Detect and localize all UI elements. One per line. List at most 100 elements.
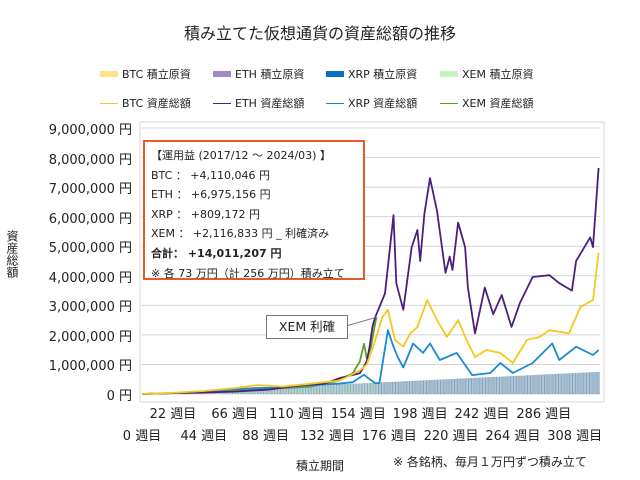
- legend-swatch: [440, 71, 458, 77]
- area-bar: [345, 384, 347, 394]
- area-bar: [272, 387, 274, 394]
- area-bar: [451, 378, 453, 394]
- y-tick-label: 7,000,000 円: [48, 182, 132, 198]
- area-bar: [476, 377, 478, 394]
- area-bar: [255, 388, 257, 394]
- area-bar: [421, 380, 423, 394]
- area-bar: [439, 379, 442, 394]
- area-bar: [320, 385, 322, 394]
- area-bar: [340, 384, 342, 394]
- area-bar: [274, 387, 276, 394]
- area-bar: [378, 382, 380, 394]
- area-bar: [293, 386, 295, 394]
- area-bar: [255, 388, 257, 394]
- area-bar: [535, 374, 537, 394]
- y-tick-label: 5,000,000 円: [48, 241, 132, 257]
- area-bar: [303, 386, 305, 394]
- area-bar: [365, 383, 367, 394]
- area-bar: [335, 384, 338, 394]
- area-bar: [333, 384, 335, 394]
- area-bar: [310, 385, 312, 394]
- area-bar: [330, 384, 332, 394]
- area-bar: [417, 380, 419, 394]
- area-bar: [548, 374, 550, 394]
- area-bar: [505, 376, 508, 394]
- area-bar: [317, 385, 319, 394]
- area-bar: [430, 380, 432, 394]
- legend-line: [326, 102, 344, 104]
- area-bar: [386, 382, 388, 394]
- area-bar: [338, 384, 340, 394]
- area-bar: [557, 373, 560, 394]
- area-bar: [555, 373, 557, 394]
- area-bar: [340, 384, 342, 394]
- area-bar: [355, 383, 357, 394]
- area-bar: [444, 379, 446, 394]
- area-bar: [483, 377, 485, 394]
- info-heading: 【運用益 (2017/12 ～ 2024/03) 】: [151, 149, 331, 162]
- area-bar: [285, 387, 287, 394]
- area-bar: [571, 373, 574, 394]
- x-tick-label: 264 週目: [485, 429, 541, 444]
- area-bar: [285, 387, 287, 394]
- area-bar: [496, 376, 498, 394]
- area-bar: [577, 372, 579, 394]
- area-bar: [383, 382, 385, 394]
- area-bar: [352, 383, 354, 394]
- area-bar: [472, 377, 474, 394]
- area-bar: [255, 388, 257, 394]
- area-bar: [331, 384, 333, 394]
- area-bar: [356, 383, 359, 394]
- area-bar: [477, 377, 479, 394]
- area-bar: [408, 381, 411, 394]
- area-bar: [328, 384, 331, 394]
- area-bar: [503, 376, 505, 394]
- area-bar: [292, 386, 294, 394]
- area-bar: [486, 377, 488, 394]
- area-bar: [553, 374, 555, 394]
- area-bar: [290, 386, 293, 394]
- area-bar: [274, 387, 276, 394]
- area-bar: [396, 381, 398, 394]
- area-bar: [292, 386, 294, 394]
- area-bar: [309, 385, 311, 394]
- area-bar: [533, 374, 536, 394]
- area-bar: [466, 378, 468, 394]
- area-bar: [401, 381, 404, 394]
- area-bar: [288, 386, 290, 394]
- area-bar: [337, 384, 339, 394]
- area-bar: [264, 388, 266, 394]
- area-bar: [452, 378, 454, 394]
- area-bar: [406, 381, 408, 394]
- area-bar: [484, 377, 486, 394]
- area-bar: [380, 382, 383, 394]
- area-bar: [420, 380, 422, 394]
- area-bar: [512, 375, 515, 394]
- area-bar: [517, 375, 519, 394]
- area-bar: [557, 373, 560, 394]
- area-bar: [380, 382, 383, 394]
- area-bar: [274, 387, 276, 394]
- area-bar: [306, 386, 308, 394]
- area-bar: [411, 380, 413, 394]
- area-bar: [324, 385, 326, 394]
- area-bar: [481, 377, 484, 394]
- area-bar: [549, 374, 551, 394]
- area-bar: [317, 385, 319, 394]
- area-bar: [422, 380, 425, 394]
- area-bar: [484, 377, 486, 394]
- x-tick-label: 308 週目: [547, 429, 603, 444]
- area-bar: [341, 384, 343, 394]
- area-bar: [448, 379, 450, 394]
- area-bar: [258, 388, 260, 394]
- area-bar: [493, 376, 495, 394]
- area-bar: [585, 372, 588, 394]
- area-bar: [445, 379, 447, 394]
- area-bar: [522, 375, 524, 394]
- area-bar: [546, 374, 548, 394]
- area-bar: [557, 373, 560, 394]
- area-bar: [525, 375, 527, 394]
- area-bar: [487, 377, 489, 394]
- area-bar: [296, 386, 298, 394]
- area-bar: [521, 375, 523, 394]
